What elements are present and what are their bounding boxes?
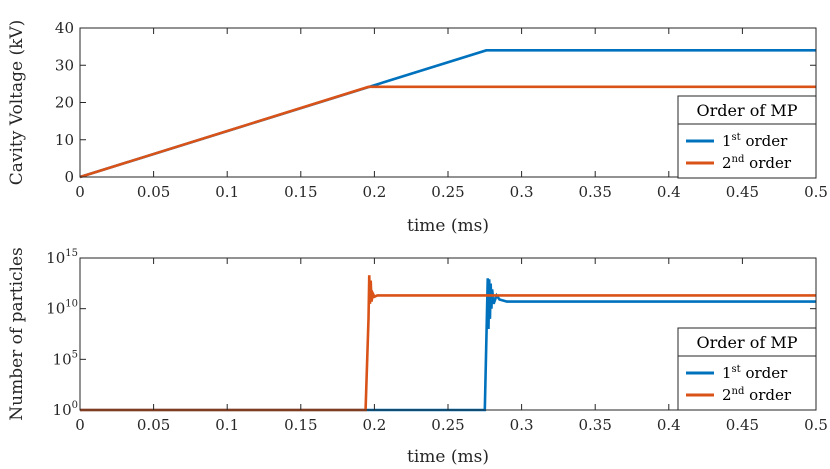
x-tick-label: 0.25 xyxy=(431,416,464,434)
legend-entry-label: 1st order xyxy=(722,132,788,150)
x-tick-label: 0.1 xyxy=(215,416,239,434)
legend-entry-label: 1st order xyxy=(722,364,788,382)
y-tick-label: 1015 xyxy=(46,248,78,267)
x-tick-label: 0.3 xyxy=(510,183,534,201)
y-tick-label: 10 xyxy=(55,131,74,149)
y-tick-label: 40 xyxy=(55,19,74,37)
legend: Order of MP 1st order 2nd order xyxy=(677,327,817,411)
legend-entry-label: 2nd order xyxy=(722,154,792,172)
x-tick-label: 0.2 xyxy=(362,416,386,434)
x-tick-label: 0.2 xyxy=(362,183,386,201)
y-tick-label: 105 xyxy=(53,349,78,368)
y-tick-label: 0 xyxy=(64,168,74,186)
x-tick-label: 0.05 xyxy=(137,416,170,434)
y-tick-label: 30 xyxy=(55,56,74,74)
x-tick-label: 0.45 xyxy=(726,183,759,201)
x-tick-label: 0.45 xyxy=(726,416,759,434)
y-axis-label: Cavity Voltage (kV) xyxy=(7,20,27,186)
x-tick-label: 0 xyxy=(75,416,85,434)
x-tick-label: 0.3 xyxy=(510,416,534,434)
x-tick-label: 0.35 xyxy=(578,416,611,434)
y-tick-label: 1010 xyxy=(46,299,78,318)
x-tick-label: 0.4 xyxy=(657,183,681,201)
x-tick-label: 0.4 xyxy=(657,416,681,434)
x-tick-label: 0.5 xyxy=(804,183,828,201)
legend-title: Order of MP xyxy=(697,333,798,352)
y-tick-label: 100 xyxy=(53,400,78,419)
x-tick-label: 0.1 xyxy=(215,183,239,201)
legend-entry-label: 2nd order xyxy=(722,386,792,404)
y-axis-label: Number of particles xyxy=(7,247,27,421)
y-tick-label: 20 xyxy=(55,94,74,112)
x-tick-label: 0.15 xyxy=(284,183,317,201)
x-tick-label: 0.25 xyxy=(431,183,464,201)
x-tick-label: 0.35 xyxy=(578,183,611,201)
x-tick-label: 0 xyxy=(75,183,85,201)
x-tick-label: 0.15 xyxy=(284,416,317,434)
legend-title: Order of MP xyxy=(697,101,798,120)
legend: Order of MP 1st order 2nd order xyxy=(677,95,817,179)
series-line-2 xyxy=(80,275,816,412)
particles-chart: 0 0.05 0.1 0.15 0.2 0.25 0.3 0.35 0.4 0.45 0.5 100 1… xyxy=(7,247,828,467)
voltage-chart: 0 0.05 0.1 0.15 0.2 0.25 0.3 0.35 0.4 0.45 0.5 0 10 2… xyxy=(7,19,828,236)
x-tick-label: 0.05 xyxy=(137,183,170,201)
series-line-2 xyxy=(79,85,816,179)
x-axis-label: time (ms) xyxy=(407,216,489,236)
x-tick-label: 0.5 xyxy=(804,416,828,434)
x-axis-label: time (ms) xyxy=(407,447,489,467)
